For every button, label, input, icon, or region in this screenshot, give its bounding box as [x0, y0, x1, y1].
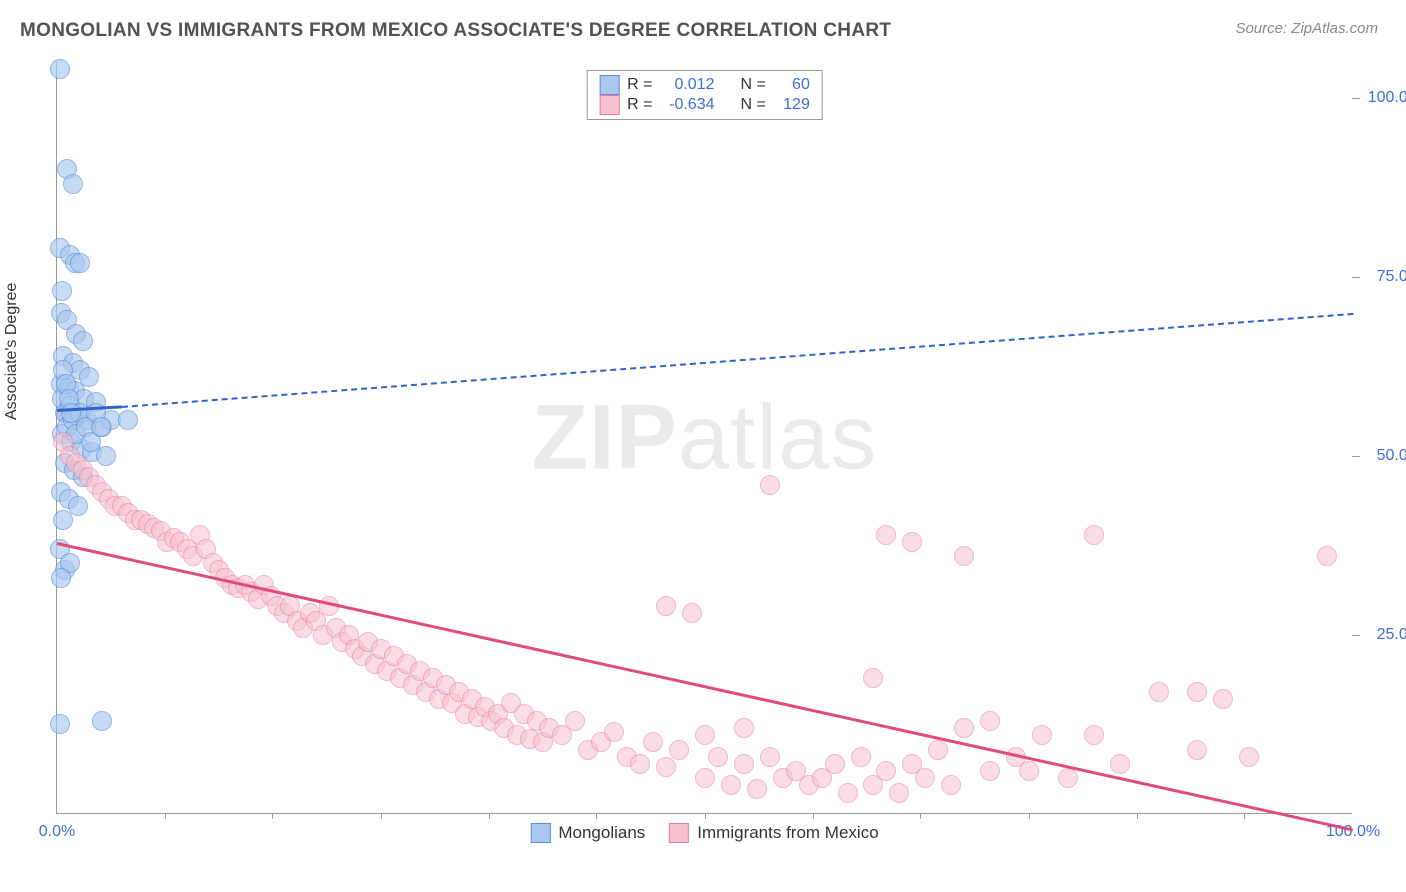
- data-point: [96, 446, 116, 466]
- data-point: [1058, 768, 1078, 788]
- data-point: [630, 754, 650, 774]
- data-point: [1084, 725, 1104, 745]
- data-point: [734, 754, 754, 774]
- data-point: [92, 711, 112, 731]
- chart-area: Associate's Degree ZIPatlas R = 0.012N =…: [20, 56, 1386, 846]
- legend-item: Immigrants from Mexico: [669, 823, 878, 843]
- data-point: [1213, 689, 1233, 709]
- source-label: Source: ZipAtlas.com: [1235, 20, 1378, 37]
- y-tick-label: 50.0%: [1362, 447, 1406, 465]
- data-point: [825, 754, 845, 774]
- data-point: [1032, 725, 1052, 745]
- data-point: [734, 718, 754, 738]
- data-point: [1110, 754, 1130, 774]
- data-point: [695, 768, 715, 788]
- data-point: [941, 775, 961, 795]
- data-point: [1084, 525, 1104, 545]
- data-point: [695, 725, 715, 745]
- data-point: [53, 510, 73, 530]
- data-point: [63, 174, 83, 194]
- plot-region: ZIPatlas R = 0.012N = 60R = -0.634N = 12…: [56, 62, 1352, 814]
- watermark: ZIPatlas: [532, 385, 877, 490]
- data-point: [954, 718, 974, 738]
- data-point: [656, 757, 676, 777]
- data-point: [760, 747, 780, 767]
- data-point: [52, 281, 72, 301]
- data-point: [656, 596, 676, 616]
- data-point: [760, 475, 780, 495]
- data-point: [980, 761, 1000, 781]
- data-point: [1317, 546, 1337, 566]
- chart-title: MONGOLIAN VS IMMIGRANTS FROM MEXICO ASSO…: [20, 20, 891, 42]
- data-point: [669, 740, 689, 760]
- legend-item: Mongolians: [530, 823, 645, 843]
- data-point: [1019, 761, 1039, 781]
- data-point: [91, 417, 111, 437]
- data-point: [118, 410, 138, 430]
- y-axis-label: Associate's Degree: [3, 283, 21, 420]
- data-point: [721, 775, 741, 795]
- trend-line: [122, 313, 1353, 408]
- data-point: [1187, 682, 1207, 702]
- y-tick-label: 100.0%: [1362, 89, 1406, 107]
- data-point: [747, 779, 767, 799]
- data-point: [902, 532, 922, 552]
- data-point: [565, 711, 585, 731]
- data-point: [50, 714, 70, 734]
- legend-stat-row: R = 0.012N = 60: [599, 75, 810, 95]
- data-point: [838, 783, 858, 803]
- data-point: [954, 546, 974, 566]
- data-point: [70, 253, 90, 273]
- data-point: [73, 331, 93, 351]
- legend-stats: R = 0.012N = 60R = -0.634N = 129: [586, 70, 823, 120]
- data-point: [682, 603, 702, 623]
- y-tick-label: 25.0%: [1362, 626, 1406, 644]
- data-point: [1149, 682, 1169, 702]
- data-point: [1239, 747, 1259, 767]
- data-point: [1187, 740, 1207, 760]
- legend-series: Mongolians Immigrants from Mexico: [530, 823, 878, 843]
- data-point: [708, 747, 728, 767]
- data-point: [889, 783, 909, 803]
- data-point: [50, 59, 70, 79]
- y-tick-label: 75.0%: [1362, 268, 1406, 286]
- legend-stat-row: R = -0.634N = 129: [599, 95, 810, 115]
- x-tick-label: 0.0%: [39, 823, 75, 841]
- data-point: [851, 747, 871, 767]
- data-point: [915, 768, 935, 788]
- data-point: [643, 732, 663, 752]
- data-point: [928, 740, 948, 760]
- data-point: [51, 568, 71, 588]
- data-point: [61, 403, 81, 423]
- data-point: [604, 722, 624, 742]
- data-point: [876, 761, 896, 781]
- data-point: [876, 525, 896, 545]
- data-point: [863, 668, 883, 688]
- data-point: [980, 711, 1000, 731]
